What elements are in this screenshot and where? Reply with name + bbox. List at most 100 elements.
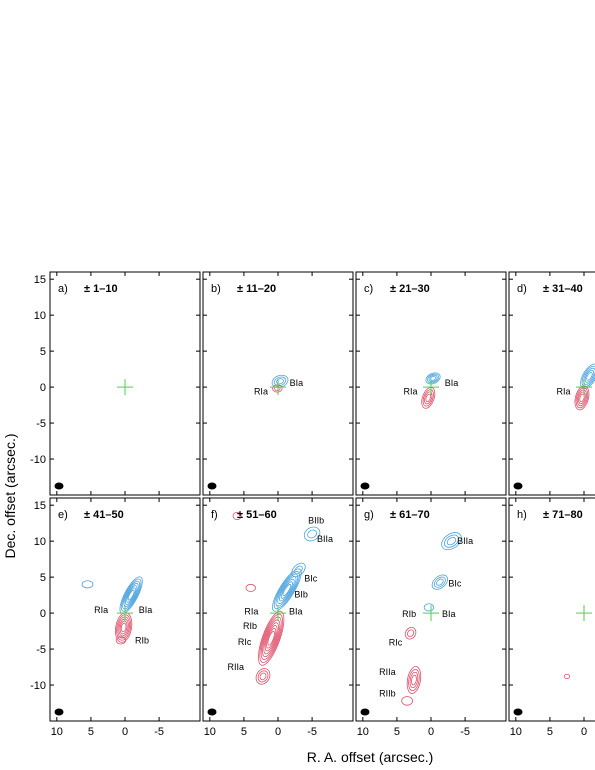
y-tick-label: 15 <box>34 274 46 286</box>
velocity-range: ± 41–50 <box>84 509 124 521</box>
x-tick-label: 0 <box>581 726 587 738</box>
x-tick-label: 10 <box>510 726 522 738</box>
red-contour <box>257 670 269 683</box>
blue-contour <box>428 374 438 383</box>
red-contour <box>424 391 433 405</box>
panel-letter: d) <box>517 283 527 295</box>
blue-contour <box>427 373 440 384</box>
blue-contour <box>127 589 135 601</box>
component-label: RIa <box>254 386 268 396</box>
blue-contour <box>294 565 303 575</box>
blue-contour <box>307 529 317 539</box>
beam-ellipse <box>54 708 64 716</box>
blue-contour <box>276 378 284 385</box>
x-tick-label: -5 <box>307 726 317 738</box>
component-label: RIa <box>94 605 108 615</box>
component-label: RIa <box>404 386 418 396</box>
component-label: RIa <box>244 607 258 617</box>
x-tick-label: -5 <box>154 726 164 738</box>
y-tick-label: 0 <box>40 382 46 394</box>
velocity-range: ± 21–30 <box>390 283 430 295</box>
blue-contour <box>433 576 446 588</box>
blue-contour <box>273 376 287 387</box>
component-label: RIb <box>402 609 416 619</box>
red-contour <box>407 629 415 638</box>
component-label: RIa <box>557 386 571 396</box>
red-contour <box>406 666 422 694</box>
panel-letter: c) <box>364 283 373 295</box>
panel-f: 10 5 0 -5 f) ± 51–60 BIIb BIIa BIc BIb BIa RIa RIb RI… <box>202 497 354 738</box>
red-contour <box>263 622 279 655</box>
component-label: RIIb <box>379 689 396 699</box>
x-tick-label: 5 <box>394 726 400 738</box>
blue-contour <box>291 562 306 578</box>
y-tick-label: -5 <box>36 418 46 430</box>
y-tick-label: 5 <box>40 346 46 358</box>
red-contour <box>274 386 281 392</box>
panel-letter: h) <box>517 509 527 521</box>
component-label: BIc <box>304 574 318 584</box>
blue-contour <box>583 367 595 385</box>
beam-ellipse <box>513 482 523 490</box>
red-contour <box>255 668 271 685</box>
beam-ellipse <box>54 482 64 490</box>
red-contour <box>563 673 571 679</box>
component-label: BIc <box>448 579 462 589</box>
velocity-range: ± 11–20 <box>237 283 276 295</box>
x-tick-label: -5 <box>460 726 470 738</box>
red-contour <box>579 393 585 403</box>
y-tick-label: 0 <box>40 608 46 620</box>
blue-contour <box>81 580 94 589</box>
component-label: BIIa <box>317 534 333 544</box>
blue-contour <box>303 526 321 542</box>
panel-e: 10 5 0 -5 15 10 5 0 -5 -10 e) ± 41–50 RIa BIa RIb <box>30 497 201 738</box>
red-contour <box>421 387 436 409</box>
blue-contour <box>124 585 138 605</box>
velocity-range: ± 31–40 <box>543 283 583 295</box>
red-contour <box>267 630 275 646</box>
blue-contour <box>280 581 293 599</box>
y-tick-label: -5 <box>36 644 46 656</box>
red-contour <box>264 625 278 652</box>
red-contour <box>115 636 127 645</box>
panel-letter: f) <box>211 509 218 521</box>
blue-contour <box>423 603 435 612</box>
red-contour <box>272 384 283 393</box>
component-label: RIc <box>238 637 252 647</box>
component-label: BIa <box>289 607 303 617</box>
blue-contour <box>436 578 444 586</box>
component-label: BIb <box>294 589 308 599</box>
y-tick-label: -10 <box>30 680 46 692</box>
red-contour <box>401 696 413 706</box>
panel-d: d) ± 31–40 RIa <box>508 271 595 496</box>
beam-ellipse <box>513 708 523 716</box>
x-axis-title: R. A. offset (arcsec.) <box>307 749 434 765</box>
red-contour <box>425 393 432 403</box>
blue-contour <box>272 568 302 612</box>
blue-contour <box>279 578 295 602</box>
x-tick-label: 10 <box>51 726 63 738</box>
panel-letter: a) <box>58 283 68 295</box>
blue-contour <box>122 580 140 610</box>
component-label: BIIb <box>308 515 324 525</box>
blue-contour <box>444 534 459 548</box>
x-tick-label: 5 <box>241 726 247 738</box>
red-contour <box>404 626 417 640</box>
panel-b: b) ± 11–20 RIa BIa <box>202 271 354 496</box>
x-tick-label: 10 <box>357 726 369 738</box>
x-tick-label: 0 <box>428 726 434 738</box>
velocity-range: ± 51–60 <box>237 509 277 521</box>
x-tick-label: 10 <box>204 726 216 738</box>
panel-letter: e) <box>58 509 68 521</box>
red-contour <box>258 610 285 666</box>
y-tick-label: 5 <box>40 572 46 584</box>
red-contour <box>245 583 256 592</box>
panel-g: 10 5 0 -5 g) ± 61–70 BIIa BIc RIb BIa RIc RIIa RIIb <box>355 497 507 738</box>
red-contour <box>116 614 132 641</box>
red-contour <box>232 511 242 520</box>
component-label: RIIa <box>379 667 396 677</box>
red-contour <box>409 671 419 689</box>
blue-contour <box>584 369 595 383</box>
component-label: BIa <box>139 605 153 615</box>
